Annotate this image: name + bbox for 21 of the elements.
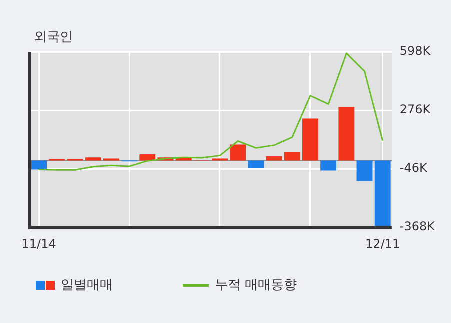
y-tick-label: 598K xyxy=(400,44,432,58)
x-tick-label: 11/14 xyxy=(22,236,56,251)
y-tick-label: 276K xyxy=(400,102,432,117)
bar xyxy=(302,118,318,161)
legend-label: 일별매매 xyxy=(61,277,113,294)
bar xyxy=(266,156,282,161)
bar xyxy=(374,160,391,228)
bar xyxy=(31,160,48,170)
bar xyxy=(230,144,246,161)
y-tick-label: -46K xyxy=(400,161,428,176)
bar xyxy=(338,107,355,161)
bar xyxy=(320,160,337,171)
bar xyxy=(140,154,156,161)
chart-title: 외국인 xyxy=(34,29,73,46)
bar xyxy=(248,160,264,168)
legend-label: 누적 매매동향 xyxy=(215,277,298,294)
bar xyxy=(85,158,102,161)
bar xyxy=(284,152,300,161)
bar xyxy=(356,160,373,182)
x-tick-label: 12/11 xyxy=(366,236,400,251)
y-tick-label: -368K xyxy=(400,220,436,234)
